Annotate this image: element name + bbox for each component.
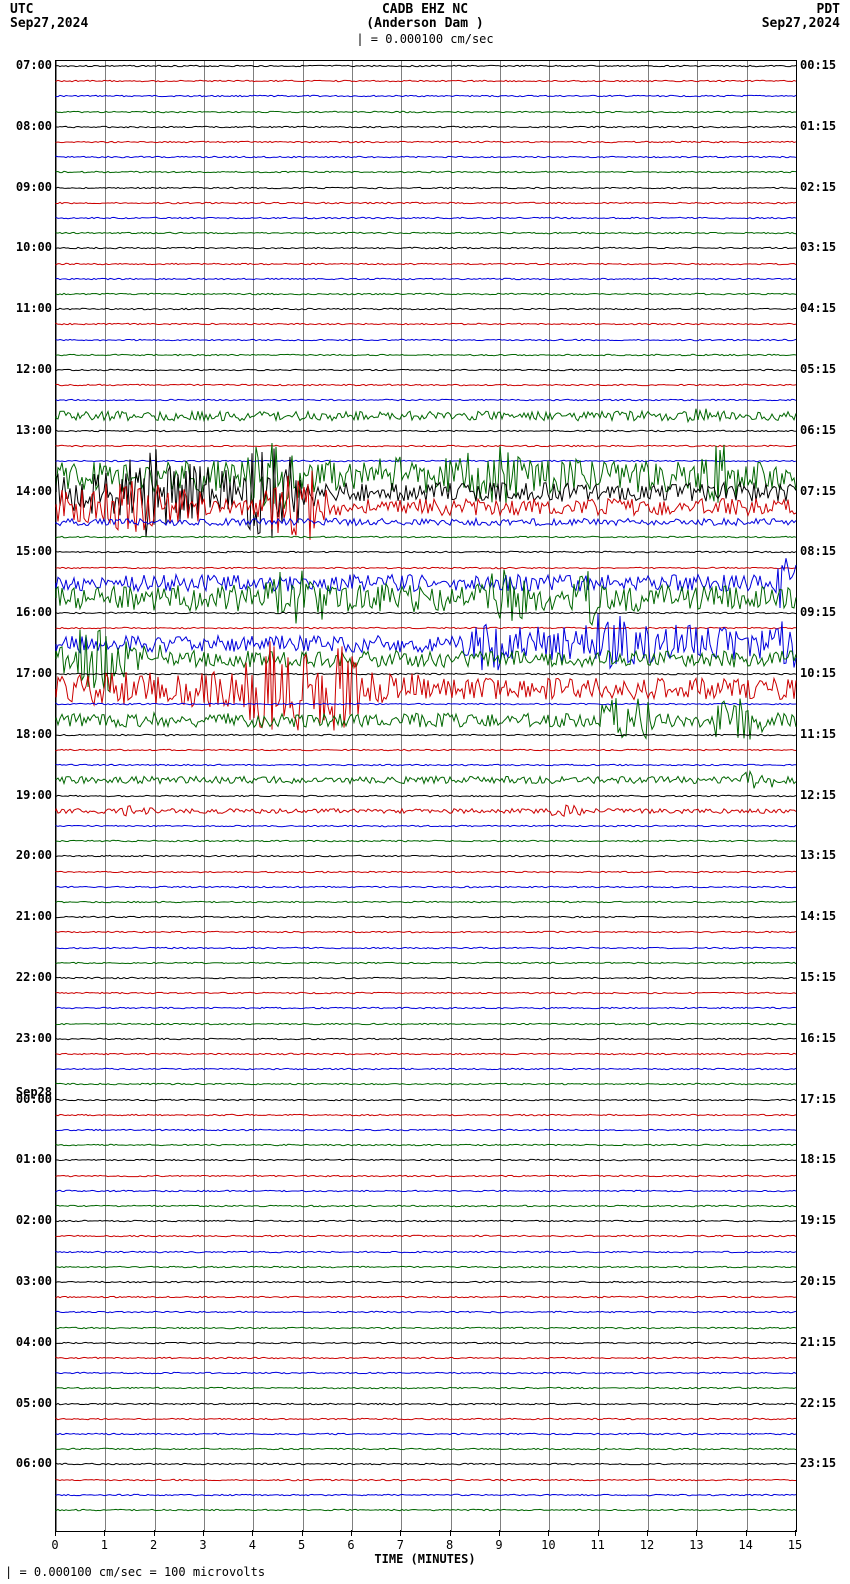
station-subtitle: (Anderson Dam ) — [366, 16, 483, 31]
x-tick — [154, 1530, 155, 1536]
utc-time-label: 03:00 — [16, 1274, 52, 1288]
utc-time-label: 02:00 — [16, 1213, 52, 1227]
x-tick-label: 7 — [397, 1538, 404, 1552]
x-tick-label: 2 — [150, 1538, 157, 1552]
utc-time-label: 17:00 — [16, 666, 52, 680]
pdt-time-label: 00:15 — [800, 58, 836, 72]
utc-time-label: 08:00 — [16, 119, 52, 133]
x-tick — [104, 1530, 105, 1536]
x-axis: TIME (MINUTES) 0123456789101112131415 — [55, 1530, 795, 1570]
seismic-trace — [56, 1490, 796, 1530]
x-tick-label: 5 — [298, 1538, 305, 1552]
x-tick-label: 1 — [101, 1538, 108, 1552]
utc-label: UTC — [10, 2, 33, 17]
x-tick — [302, 1530, 303, 1536]
utc-time-label: 14:00 — [16, 484, 52, 498]
utc-time-label: 20:00 — [16, 848, 52, 862]
x-tick-label: 14 — [738, 1538, 752, 1552]
pdt-time-label: 08:15 — [800, 544, 836, 558]
x-tick-label: 10 — [541, 1538, 555, 1552]
utc-time-label: 04:00 — [16, 1335, 52, 1349]
pdt-time-label: 20:15 — [800, 1274, 836, 1288]
x-tick — [696, 1530, 697, 1536]
pdt-time-label: 14:15 — [800, 909, 836, 923]
x-tick-label: 3 — [199, 1538, 206, 1552]
pdt-time-label: 22:15 — [800, 1396, 836, 1410]
pdt-label: PDT — [817, 2, 840, 17]
pdt-time-label: 23:15 — [800, 1456, 836, 1470]
pdt-time-label: 09:15 — [800, 605, 836, 619]
utc-time-label: 06:00 — [16, 1456, 52, 1470]
x-tick-label: 15 — [788, 1538, 802, 1552]
pdt-time-label: 01:15 — [800, 119, 836, 133]
x-tick-label: 8 — [446, 1538, 453, 1552]
pdt-time-label: 10:15 — [800, 666, 836, 680]
utc-time-label: 21:00 — [16, 909, 52, 923]
x-tick-label: 6 — [347, 1538, 354, 1552]
utc-date: Sep27,2024 — [10, 16, 88, 31]
pdt-time-label: 21:15 — [800, 1335, 836, 1349]
utc-time-label: 23:00 — [16, 1031, 52, 1045]
x-tick-label: 13 — [689, 1538, 703, 1552]
pdt-time-label: 05:15 — [800, 362, 836, 376]
pdt-time-label: 16:15 — [800, 1031, 836, 1045]
x-tick-label: 0 — [51, 1538, 58, 1552]
x-tick — [450, 1530, 451, 1536]
pdt-time-label: 04:15 — [800, 301, 836, 315]
pdt-time-label: 07:15 — [800, 484, 836, 498]
utc-time-label: 05:00 — [16, 1396, 52, 1410]
pdt-time-label: 02:15 — [800, 180, 836, 194]
station-title: CADB EHZ NC — [382, 2, 468, 17]
utc-time-label: 16:00 — [16, 605, 52, 619]
utc-time-label: 01:00 — [16, 1152, 52, 1166]
x-tick — [400, 1530, 401, 1536]
utc-time-label: 10:00 — [16, 240, 52, 254]
pdt-date: Sep27,2024 — [762, 16, 840, 31]
scale-indicator: | = 0.000100 cm/sec — [356, 32, 493, 46]
plot-area — [55, 60, 797, 1532]
x-tick-label: 12 — [640, 1538, 654, 1552]
utc-time-label: 13:00 — [16, 423, 52, 437]
x-tick — [746, 1530, 747, 1536]
x-tick — [252, 1530, 253, 1536]
x-tick — [55, 1530, 56, 1536]
utc-time-label: 11:00 — [16, 301, 52, 315]
x-tick — [351, 1530, 352, 1536]
seismogram-container: CADB EHZ NC (Anderson Dam ) | = 0.000100… — [0, 0, 850, 1584]
pdt-time-label: 17:15 — [800, 1092, 836, 1106]
utc-time-label: 19:00 — [16, 788, 52, 802]
pdt-time-label: 19:15 — [800, 1213, 836, 1227]
footer-scale: | = 0.000100 cm/sec = 100 microvolts — [5, 1565, 265, 1579]
pdt-time-label: 03:15 — [800, 240, 836, 254]
x-tick — [499, 1530, 500, 1536]
date-marker: Sep28 — [16, 1085, 52, 1099]
x-tick-label: 9 — [495, 1538, 502, 1552]
pdt-time-label: 12:15 — [800, 788, 836, 802]
pdt-time-label: 18:15 — [800, 1152, 836, 1166]
pdt-time-label: 13:15 — [800, 848, 836, 862]
pdt-time-label: 06:15 — [800, 423, 836, 437]
grid-vertical — [796, 61, 797, 1531]
pdt-time-label: 11:15 — [800, 727, 836, 741]
x-tick-label: 11 — [590, 1538, 604, 1552]
x-tick — [795, 1530, 796, 1536]
utc-time-label: 09:00 — [16, 180, 52, 194]
utc-time-label: 12:00 — [16, 362, 52, 376]
x-tick — [647, 1530, 648, 1536]
utc-time-label: 18:00 — [16, 727, 52, 741]
pdt-time-label: 15:15 — [800, 970, 836, 984]
utc-time-label: 07:00 — [16, 58, 52, 72]
x-tick — [203, 1530, 204, 1536]
x-axis-title: TIME (MINUTES) — [374, 1552, 475, 1566]
x-tick-label: 4 — [249, 1538, 256, 1552]
x-tick — [548, 1530, 549, 1536]
utc-time-label: 15:00 — [16, 544, 52, 558]
x-tick — [598, 1530, 599, 1536]
utc-time-label: 22:00 — [16, 970, 52, 984]
